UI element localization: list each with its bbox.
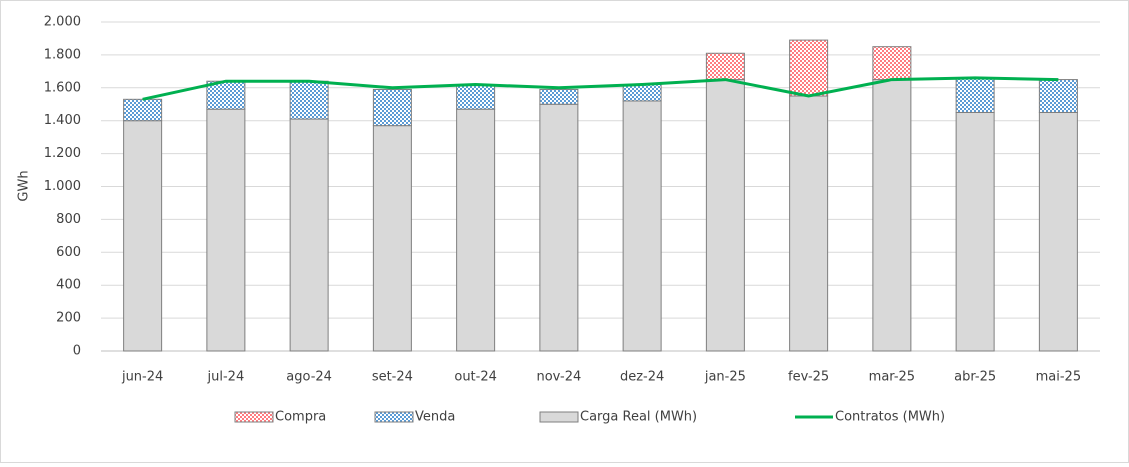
legend-swatch [374,411,414,423]
bar [123,120,163,352]
x-tick-label: mai-25 [1036,370,1081,385]
bar [289,80,329,120]
x-tick-label: jan-25 [704,370,746,385]
bar [872,79,912,352]
y-tick-label: 1.600 [44,80,81,95]
bar [1038,111,1078,352]
bar [539,88,579,105]
x-tick-label: jun-24 [121,370,163,385]
legend-swatch [234,411,274,423]
y-tick-label: 1.200 [44,146,81,161]
bar [705,52,745,81]
legend-swatch [539,411,579,423]
x-tick-label: ago-24 [286,370,332,385]
bar [872,46,912,81]
x-tick-label: fev-25 [788,370,829,385]
legend-label: Carga Real (MWh) [580,410,697,425]
legend-label: Venda [415,410,455,425]
bar [539,103,579,352]
y-tick-label: 1.400 [44,113,81,128]
y-tick-label: 800 [56,212,81,227]
bar [372,125,412,352]
bar [289,118,329,352]
bar [622,84,662,102]
x-tick-label: nov-24 [536,370,581,385]
x-tick-label: out-24 [454,370,497,385]
x-tick-label: abr-25 [954,370,996,385]
line [142,76,1059,101]
bar [456,108,496,352]
bar [955,111,995,352]
y-tick-label: 600 [56,245,81,260]
bar [206,108,246,352]
x-tick-label: jul-24 [207,370,245,385]
bar [456,84,496,110]
y-tick-label: 1.800 [44,47,81,62]
x-tick-label: dez-24 [620,370,664,385]
x-tick-label: mar-25 [869,370,915,385]
bar [123,98,163,122]
bar [789,39,829,97]
y-tick-label: 400 [56,278,81,293]
legend-label: Compra [275,410,326,425]
x-tick-label: set-24 [372,370,413,385]
bar [705,79,745,352]
y-tick-label: 0 [73,344,81,359]
bar [955,77,995,113]
y-tick-label: 1.000 [44,179,81,194]
y-tick-label: 200 [56,311,81,326]
y-axis-label: GWh [17,170,32,201]
bar [372,88,412,127]
bar [1038,79,1078,113]
bar [622,100,662,352]
y-tick-label: 2.000 [44,15,81,30]
bar [789,95,829,352]
legend-label: Contratos (MWh) [835,410,945,425]
